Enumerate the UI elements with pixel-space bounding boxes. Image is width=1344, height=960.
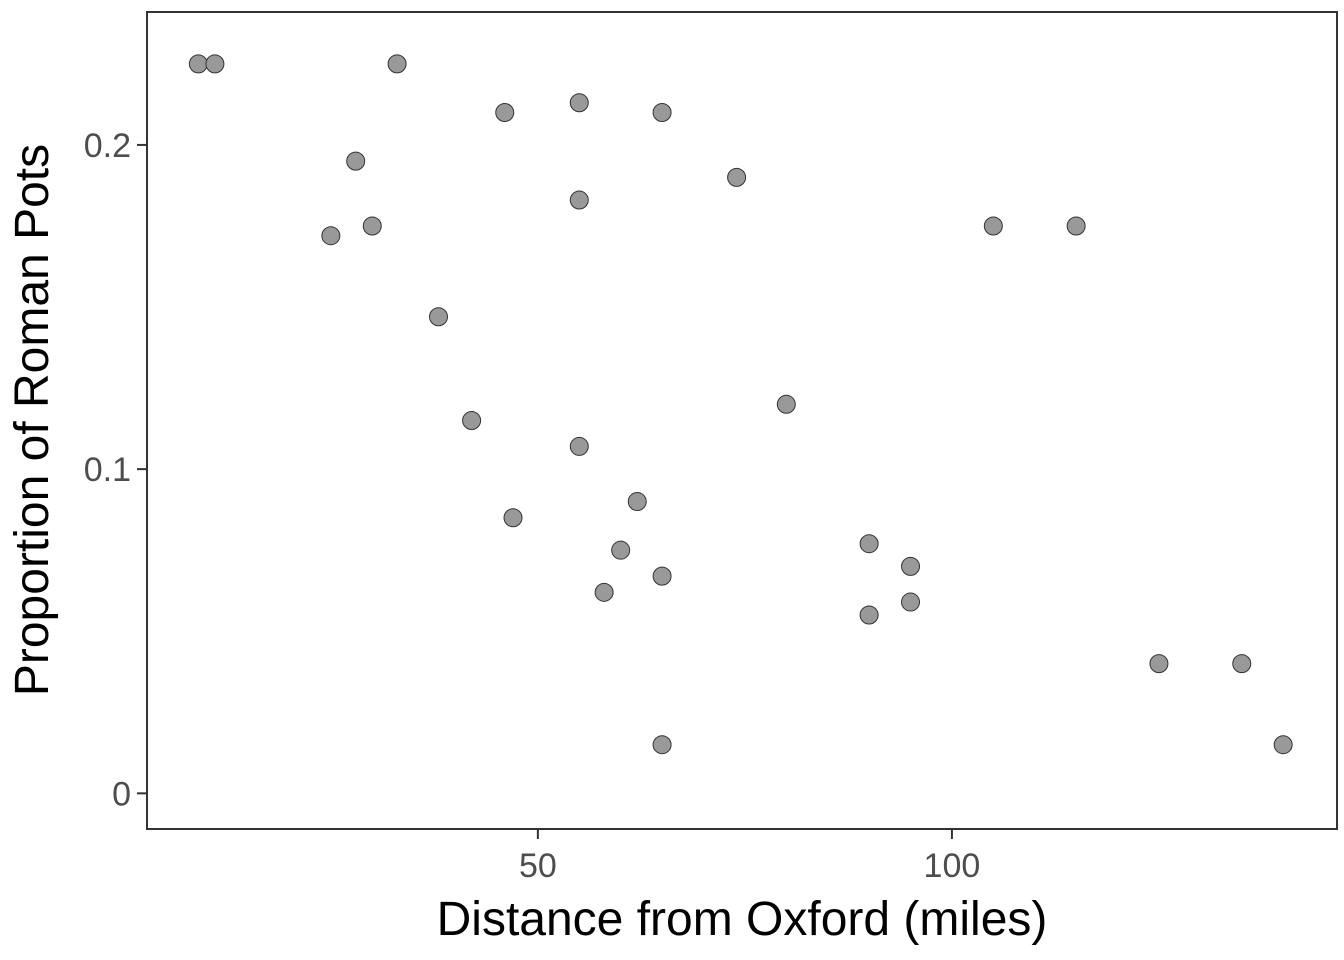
data-point-19 xyxy=(859,534,879,554)
data-point-16 xyxy=(569,436,589,456)
data-point-27 xyxy=(1232,654,1252,674)
data-point-24 xyxy=(901,592,921,612)
y-tick-label-0: 0 xyxy=(112,775,131,813)
x-axis-title: Distance from Oxford (miles) xyxy=(437,893,1048,946)
data-point-21 xyxy=(901,556,921,576)
data-point-2 xyxy=(387,54,407,74)
data-point-7 xyxy=(727,167,747,187)
data-point-10 xyxy=(362,216,382,236)
plot-background xyxy=(147,12,1337,829)
y-axis: 0 0.1 0.2 xyxy=(84,127,147,813)
data-point-17 xyxy=(627,492,647,512)
x-tick-label-0: 50 xyxy=(519,847,557,885)
y-tick-label-1: 0.1 xyxy=(84,451,131,489)
x-tick-label-1: 100 xyxy=(924,847,981,885)
data-point-22 xyxy=(652,566,672,586)
data-point-6 xyxy=(346,151,366,171)
y-tick-label-2: 0.2 xyxy=(84,127,131,165)
data-point-29 xyxy=(1273,735,1293,755)
data-point-15 xyxy=(462,411,482,430)
data-point-13 xyxy=(428,307,448,327)
points-layer xyxy=(188,54,1293,755)
data-point-23 xyxy=(594,582,614,602)
data-point-20 xyxy=(611,540,631,560)
data-point-11 xyxy=(983,216,1003,236)
plot-panel-border xyxy=(146,11,1338,830)
data-point-28 xyxy=(652,735,672,755)
data-point-4 xyxy=(569,93,589,113)
data-point-9 xyxy=(321,226,341,246)
data-point-12 xyxy=(1066,216,1086,236)
data-point-8 xyxy=(569,190,589,210)
x-axis: 50 100 xyxy=(519,829,980,885)
data-point-26 xyxy=(1149,654,1169,674)
data-point-25 xyxy=(859,605,879,625)
y-axis-title: Proportion of Roman Pots xyxy=(6,144,59,696)
data-point-14 xyxy=(776,394,796,414)
data-point-18 xyxy=(503,508,523,528)
data-point-5 xyxy=(652,103,672,123)
data-point-3 xyxy=(495,103,515,123)
data-point-0 xyxy=(188,54,208,74)
data-point-1 xyxy=(205,54,225,74)
